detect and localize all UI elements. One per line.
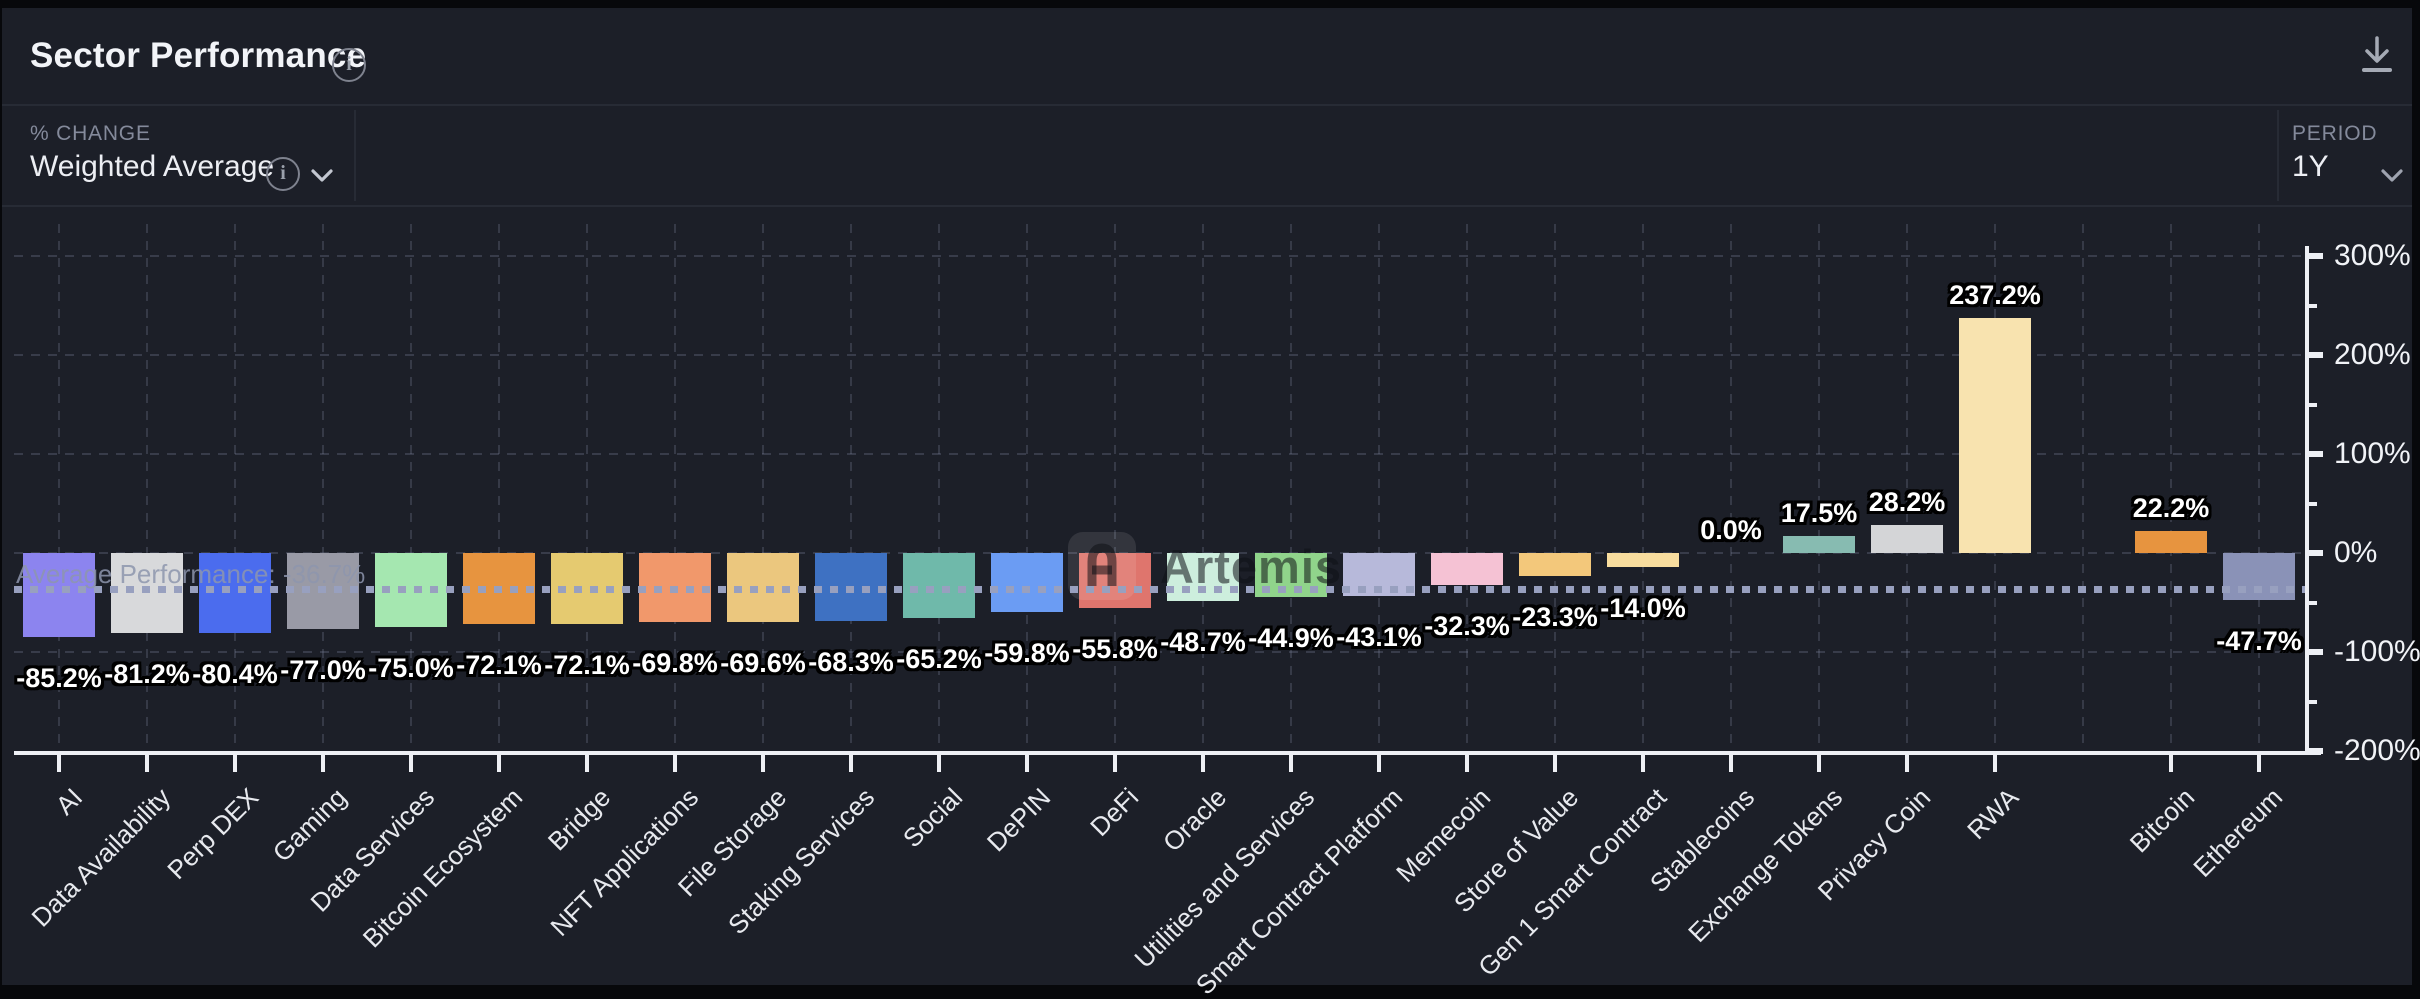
period-value: 1Y [2292,150,2329,183]
panel: Sector Performance i % CHANGE Weighted A… [2,8,2412,985]
period-dropdown[interactable]: 1Y [2292,150,2412,184]
period-label: PERIOD [2292,122,2378,145]
metric-dropdown[interactable]: Weighted Average i [30,150,450,191]
metric-info-icon[interactable]: i [266,157,300,191]
header: Sector Performance i [2,8,2412,106]
metric-value: Weighted Average [30,150,275,183]
title-info-icon[interactable]: i [332,48,366,82]
divider [2277,110,2279,201]
page-title: Sector Performance [30,36,367,75]
download-button[interactable] [2354,30,2400,82]
divider [354,110,356,201]
metric-label: % CHANGE [30,122,151,145]
download-icon [2362,36,2392,72]
chevron-down-icon [2381,169,2403,182]
chevron-down-icon [311,169,333,182]
controls-row: % CHANGE Weighted Average i PERIOD 1Y [2,106,2412,207]
